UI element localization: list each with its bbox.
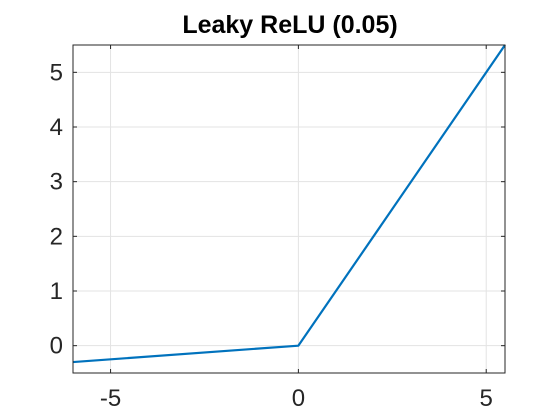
plot-area-box	[72, 44, 506, 374]
series-line	[72, 44, 506, 364]
y-tick-label: 5	[50, 59, 63, 86]
y-tick-label: 2	[50, 223, 63, 250]
y-tick-label: 3	[50, 169, 63, 196]
y-tick-label: 0	[50, 333, 63, 360]
tick-labels: -5 0 5 0 1 2 3 4 5	[50, 59, 493, 412]
tick-marks	[73, 45, 505, 373]
x-tick-label: 5	[480, 385, 493, 412]
x-tick-label: 0	[292, 385, 305, 412]
grid-lines	[73, 45, 505, 373]
y-tick-label: 4	[50, 114, 63, 141]
y-tick-label: 1	[50, 278, 63, 305]
x-tick-label: -5	[100, 385, 121, 412]
chart-title: Leaky ReLU (0.05)	[182, 11, 397, 39]
series-group	[72, 44, 506, 364]
